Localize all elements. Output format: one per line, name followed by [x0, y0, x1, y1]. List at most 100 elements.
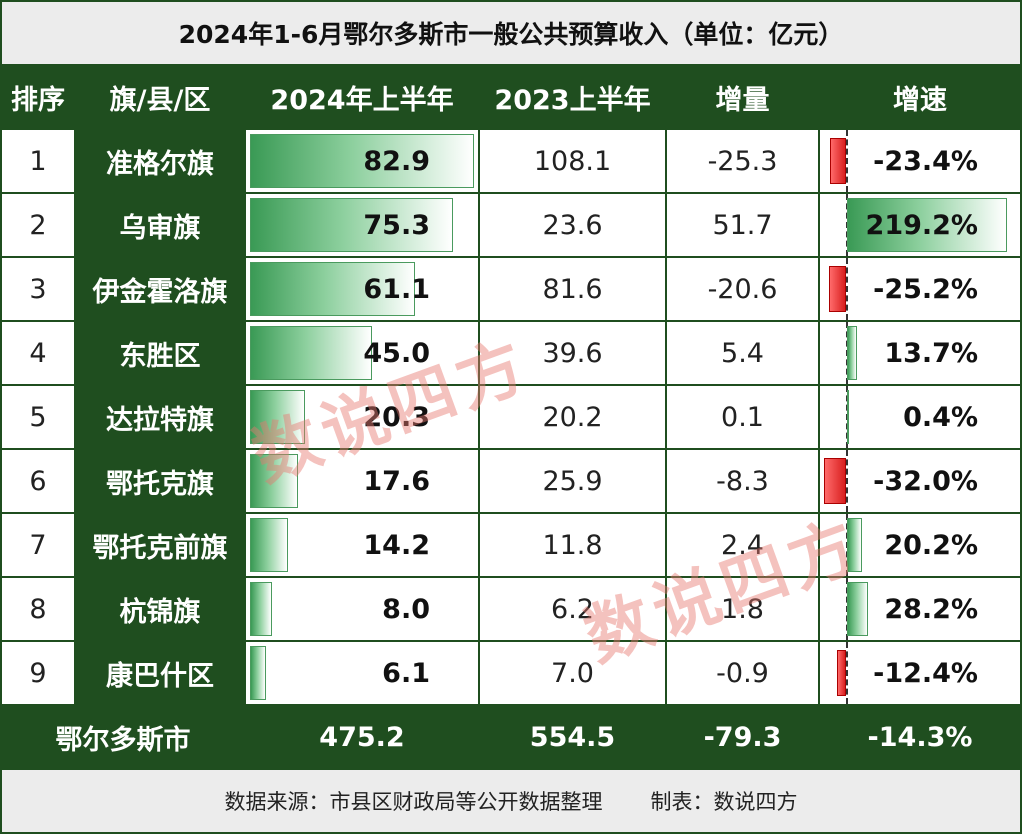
bar-2024 — [250, 454, 298, 508]
rate-label: 13.7% — [884, 337, 978, 369]
delta-cell: 5.4 — [667, 322, 818, 384]
rate-cell: -32.0% — [820, 450, 1020, 512]
delta-cell: -20.6 — [667, 258, 818, 320]
rate-label: 28.2% — [884, 593, 978, 625]
region-name-cell: 杭锦旗 — [76, 578, 244, 640]
table-row: 9 康巴什区 6.1 7.0 -0.9 -12.4% — [2, 642, 1020, 704]
value-2024-cell: 45.0 — [246, 322, 478, 384]
region-name-cell: 乌审旗 — [76, 194, 244, 256]
delta-cell: 0.1 — [667, 386, 818, 448]
region-name-cell: 东胜区 — [76, 322, 244, 384]
source-text: 数据来源：市县区财政局等公开数据整理 — [224, 790, 603, 814]
rank-cell: 8 — [2, 578, 74, 640]
value-2024-label: 75.3 — [363, 209, 430, 241]
rank-cell: 3 — [2, 258, 74, 320]
region-name-cell: 准格尔旗 — [76, 130, 244, 192]
table-row: 6 鄂托克旗 17.6 25.9 -8.3 -32.0% — [2, 450, 1020, 512]
bar-2024 — [250, 582, 272, 636]
rate-cell: 219.2% — [820, 194, 1020, 256]
value-2024-cell: 17.6 — [246, 450, 478, 512]
rate-cell: 0.4% — [820, 386, 1020, 448]
value-2024-label: 14.2 — [363, 529, 430, 561]
value-2024-label: 82.9 — [363, 145, 430, 177]
maker-text: 制表：数说四方 — [650, 790, 798, 814]
rate-label: -32.0% — [873, 465, 978, 497]
rate-axis-line — [846, 642, 848, 704]
region-name-cell: 达拉特旗 — [76, 386, 244, 448]
rate-axis-line — [846, 450, 848, 512]
table-row: 2 乌审旗 75.3 23.6 51.7 219.2% — [2, 194, 1020, 256]
value-2024-cell: 75.3 — [246, 194, 478, 256]
value-2024-label: 61.1 — [363, 273, 430, 305]
value-2024-label: 8.0 — [382, 593, 430, 625]
table-row: 5 达拉特旗 20.3 20.2 0.1 0.4% — [2, 386, 1020, 448]
table-row: 8 杭锦旗 8.0 6.2 1.8 28.2% — [2, 578, 1020, 640]
region-name-cell: 鄂托克旗 — [76, 450, 244, 512]
value-2024-label: 17.6 — [363, 465, 430, 497]
region-name-cell: 伊金霍洛旗 — [76, 258, 244, 320]
rank-cell: 9 — [2, 642, 74, 704]
rate-cell: -25.2% — [820, 258, 1020, 320]
value-2023-cell: 23.6 — [480, 194, 665, 256]
total-row: 鄂尔多斯市 475.2 554.5 -79.3 -14.3% — [2, 706, 1020, 768]
table-title: 2024年1-6月鄂尔多斯市一般公共预算收入（单位：亿元） — [2, 2, 1020, 64]
rate-cell: 13.7% — [820, 322, 1020, 384]
rank-cell: 4 — [2, 322, 74, 384]
delta-cell: -0.9 — [667, 642, 818, 704]
rate-bar — [847, 518, 862, 572]
table-row: 4 东胜区 45.0 39.6 5.4 13.7% — [2, 322, 1020, 384]
delta-cell: 1.8 — [667, 578, 818, 640]
source-footer: 数据来源：市县区财政局等公开数据整理 制表：数说四方 — [2, 770, 1020, 832]
header-delta: 增量 — [667, 66, 818, 128]
value-2023-cell: 108.1 — [480, 130, 665, 192]
table-row: 3 伊金霍洛旗 61.1 81.6 -20.6 -25.2% — [2, 258, 1020, 320]
rate-bar — [828, 266, 846, 312]
total-2023: 554.5 — [480, 706, 665, 768]
bar-2024 — [250, 518, 289, 572]
rate-bar — [847, 390, 849, 444]
value-2024-cell: 6.1 — [246, 642, 478, 704]
delta-cell: -8.3 — [667, 450, 818, 512]
rank-cell: 2 — [2, 194, 74, 256]
rate-label: -23.4% — [873, 145, 978, 177]
rate-label: 0.4% — [903, 401, 978, 433]
rate-axis-line — [846, 258, 848, 320]
rate-label: -12.4% — [873, 657, 978, 689]
delta-cell: 2.4 — [667, 514, 818, 576]
total-name: 鄂尔多斯市 — [2, 706, 244, 768]
rank-cell: 7 — [2, 514, 74, 576]
bar-2024 — [250, 646, 267, 700]
region-name-cell: 鄂托克前旗 — [76, 514, 244, 576]
header-rate: 增速 — [820, 66, 1020, 128]
bar-2024 — [250, 390, 305, 444]
total-delta: -79.3 — [667, 706, 818, 768]
region-name-cell: 康巴什区 — [76, 642, 244, 704]
delta-cell: 51.7 — [667, 194, 818, 256]
value-2024-cell: 14.2 — [246, 514, 478, 576]
value-2024-cell: 8.0 — [246, 578, 478, 640]
value-2023-cell: 25.9 — [480, 450, 665, 512]
value-2024-cell: 61.1 — [246, 258, 478, 320]
rate-cell: -12.4% — [820, 642, 1020, 704]
rate-bar — [824, 458, 846, 504]
value-2024-label: 6.1 — [382, 657, 430, 689]
bar-2024 — [250, 134, 474, 188]
rate-bar — [829, 138, 846, 184]
header-region: 旗/县/区 — [76, 66, 244, 128]
rate-axis-line — [846, 130, 848, 192]
bar-2024 — [250, 326, 372, 380]
rate-label: 20.2% — [884, 529, 978, 561]
header-2024: 2024年上半年 — [246, 66, 478, 128]
value-2023-cell: 7.0 — [480, 642, 665, 704]
table-row: 1 准格尔旗 82.9 108.1 -25.3 -23.4% — [2, 130, 1020, 192]
rank-cell: 5 — [2, 386, 74, 448]
rate-bar — [847, 326, 857, 380]
value-2023-cell: 81.6 — [480, 258, 665, 320]
bar-2024 — [250, 262, 416, 316]
table-row: 7 鄂托克前旗 14.2 11.8 2.4 20.2% — [2, 514, 1020, 576]
value-2024-cell: 82.9 — [246, 130, 478, 192]
rank-cell: 1 — [2, 130, 74, 192]
rate-cell: 20.2% — [820, 514, 1020, 576]
rate-cell: 28.2% — [820, 578, 1020, 640]
value-2023-cell: 6.2 — [480, 578, 665, 640]
